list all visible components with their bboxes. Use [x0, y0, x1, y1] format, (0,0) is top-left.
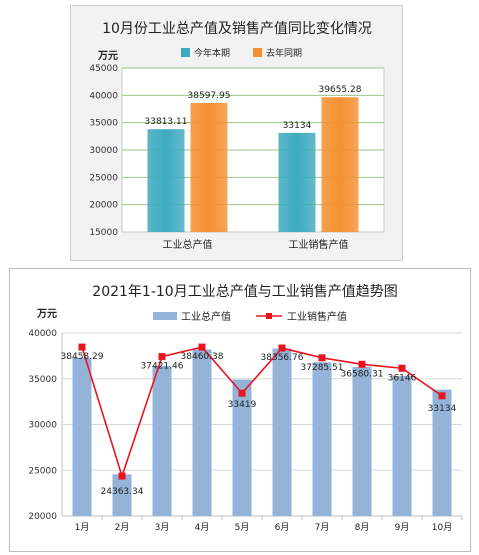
y-tick-label: 40000 [89, 91, 118, 101]
line-data-label: 38458.29 [61, 352, 104, 362]
y-tick-label: 20000 [28, 512, 57, 522]
sales-output-marker [238, 389, 246, 397]
bar-last-year [321, 97, 359, 232]
sales-output-marker [318, 354, 326, 362]
x-category-label: 1月 [75, 522, 90, 533]
line-data-label: 33134 [428, 404, 457, 414]
x-category-label: 10月 [432, 522, 452, 533]
x-category-label: 7月 [315, 522, 330, 533]
y-tick-label: 20000 [89, 201, 118, 211]
sales-output-marker [158, 353, 166, 361]
chart-panel-bottom: 2021年1-10月工业总产值与工业销售产值趋势图万元 20000 25000 300… [9, 268, 471, 552]
y-tick-label: 25000 [89, 173, 118, 183]
legend-label: 今年本期 [194, 47, 230, 59]
bar-data-label: 33134 [283, 121, 312, 131]
sales-output-marker [278, 344, 286, 352]
line-data-label: 36580.31 [341, 369, 384, 379]
bar-industrial-output [272, 348, 292, 516]
sales-output-marker [438, 392, 446, 400]
legend-swatch-bar [153, 312, 177, 320]
legend-label: 工业总产值 [181, 310, 231, 323]
x-category-label: 5月 [235, 522, 250, 533]
bar-data-label: 39655.28 [319, 85, 362, 95]
chart-title: 2021年1-10月工业总产值与工业销售产值趋势图 [92, 284, 397, 300]
line-data-label: 38356.76 [261, 353, 304, 363]
legend-label: 工业销售产值 [287, 310, 347, 323]
y-tick-label: 25000 [28, 466, 57, 476]
bar-industrial-output [152, 365, 172, 516]
sales-output-marker [118, 472, 126, 480]
legend-label: 去年同期 [266, 47, 302, 59]
sales-output-marker [78, 343, 86, 351]
y-tick-label: 15000 [89, 228, 118, 238]
legend-swatch-marker [266, 313, 272, 319]
bar-this-year [278, 132, 316, 232]
sales-output-line [81, 346, 443, 479]
bar-industrial-output [432, 389, 452, 516]
bar-this-year [147, 129, 185, 232]
chart-panel-top: 10月份工业总产值及销售产值同比变化情况万元 15000 20000 25000 300… [70, 5, 403, 261]
bar-industrial-output [352, 366, 372, 516]
y-tick-label: 35000 [89, 119, 118, 129]
y-tick-label: 45000 [89, 64, 118, 74]
line-data-label: 24363.34 [101, 487, 144, 497]
bar-industrial-output [112, 474, 132, 516]
bar-industrial-output [72, 357, 92, 516]
y-tick-label: 30000 [28, 421, 57, 431]
x-category-label: 3月 [155, 522, 170, 533]
line-data-label: 38460.38 [181, 352, 224, 362]
x-category-label: 工业总产值 [163, 238, 213, 251]
line-data-label: 37285.51 [301, 363, 344, 373]
bar-industrial-output [312, 362, 332, 516]
y-tick-label: 35000 [28, 375, 57, 385]
bar-industrial-output [232, 379, 252, 516]
line-data-label: 36146 [388, 373, 417, 383]
bar-industrial-output [392, 376, 412, 516]
bar-industrial-output [192, 349, 212, 516]
y-tick-label: 40000 [28, 329, 57, 339]
chart-title: 10月份工业总产值及销售产值同比变化情况 [102, 21, 372, 37]
sales-output-marker [398, 364, 406, 372]
bar-data-label: 33813.11 [145, 117, 188, 127]
sales-output-marker [198, 343, 206, 351]
x-category-label: 4月 [195, 522, 210, 533]
legend-swatch [253, 48, 262, 57]
sales-output-marker [358, 360, 366, 368]
bar-last-year [190, 102, 228, 233]
x-category-label: 8月 [355, 522, 370, 533]
x-category-label: 9月 [395, 522, 410, 533]
y-axis-unit: 万元 [97, 50, 118, 62]
bar-data-label: 38597.95 [188, 91, 231, 101]
y-axis-unit: 万元 [36, 308, 57, 320]
x-category-label: 2月 [115, 522, 130, 533]
line-data-label: 33419 [228, 400, 257, 410]
legend-swatch [181, 48, 190, 57]
y-tick-label: 30000 [89, 146, 118, 156]
x-category-label: 6月 [275, 522, 290, 533]
x-category-label: 工业销售产值 [289, 238, 349, 251]
line-data-label: 37421.46 [141, 362, 184, 372]
